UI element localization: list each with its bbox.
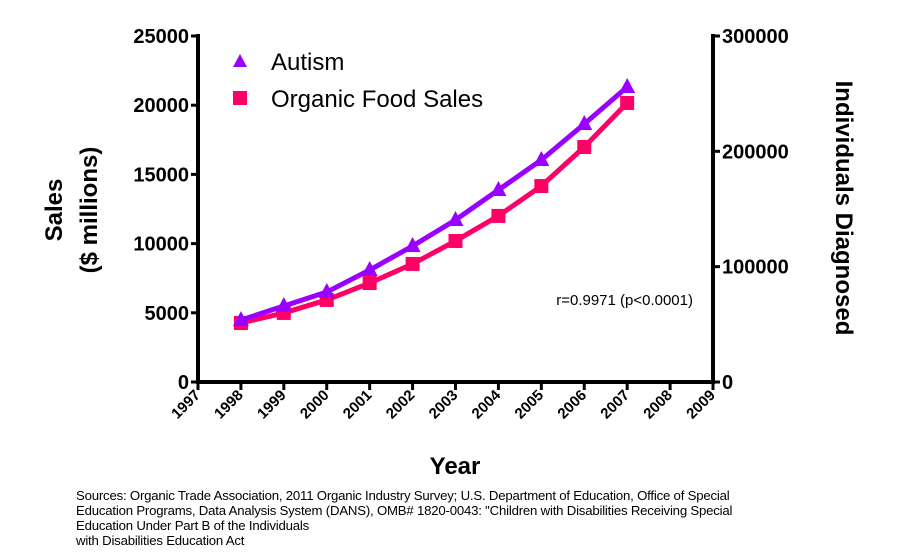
y2-tick-label: 0 [722,372,733,394]
legend-marker-autism [233,54,247,67]
x-tick-label: 2009 [683,387,719,423]
legend-label-autism: Autism [271,49,344,76]
data-point-autism [275,296,292,312]
y-tick-label: 15000 [133,164,189,186]
x-tick-label: 2007 [597,387,633,423]
x-tick-label: 1999 [254,387,290,423]
data-point-autism [619,77,636,93]
source-line: Sources: Organic Trade Association, 2011… [76,488,730,503]
data-point-autism [404,237,421,253]
x-tick-label: 1997 [168,387,204,423]
legend-marker-organic-food-sales [233,91,247,105]
source-line: with Disabilities Education Act [76,533,245,548]
series-layer [232,77,636,331]
source-line: Education Programs, Data Analysis System… [76,503,733,518]
data-point-autism [361,261,378,277]
y2-tick-label: 100000 [722,257,789,279]
data-point-organic-food-sales [491,208,506,223]
data-point-organic-food-sales [577,139,592,154]
data-point-organic-food-sales [620,95,635,110]
y-tick-label: 0 [178,372,189,394]
data-point-autism [232,311,249,327]
y2-tick-label: 200000 [722,141,789,163]
y-axis-title-line-2: ($ millions) [76,147,103,274]
data-point-autism [490,180,507,196]
source-line: Education Under Part B of the Individual… [76,518,309,533]
y-tick-label: 20000 [133,95,189,117]
legend-label-organic-food-sales: Organic Food Sales [271,86,483,113]
data-point-organic-food-sales [405,256,420,271]
x-tick-label: 2004 [469,386,505,422]
x-axis-title: Year [430,453,481,480]
series-line-autism [240,85,629,323]
data-point-organic-food-sales [448,233,463,248]
y2-tick-label: 300000 [722,26,789,48]
data-point-organic-food-sales [362,276,377,291]
x-tick-label: 2000 [297,387,333,423]
y-tick-label: 5000 [145,303,190,325]
data-point-autism [318,283,335,299]
series-line-organic-food-sales [240,101,629,326]
data-point-autism [576,114,593,130]
y-axis-title-line-1: Sales [41,179,68,242]
x-tick-label: 2008 [640,387,676,423]
source-note: Sources: Organic Trade Association, 2011… [76,488,891,548]
x-tick-label: 1998 [211,387,247,423]
legend: Autism Organic Food Sales [233,49,483,113]
data-point-organic-food-sales [534,179,549,194]
y2-axis-title: Individuals Diagnosed [830,81,857,336]
x-tick-label: 2006 [554,387,590,423]
data-point-autism [533,150,550,166]
data-point-autism [447,210,464,226]
y-tick-label: 10000 [133,234,189,256]
x-tick-label: 2001 [340,387,376,423]
x-tick-label: 2002 [383,387,419,423]
correlation-annotation: r=0.9971 (p<0.0001) [556,292,693,309]
y-tick-label: 25000 [133,26,189,48]
x-tick-label: 2005 [512,387,548,423]
x-tick-label: 2003 [426,387,462,423]
